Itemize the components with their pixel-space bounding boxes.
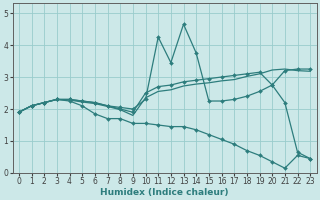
X-axis label: Humidex (Indice chaleur): Humidex (Indice chaleur) <box>100 188 229 197</box>
